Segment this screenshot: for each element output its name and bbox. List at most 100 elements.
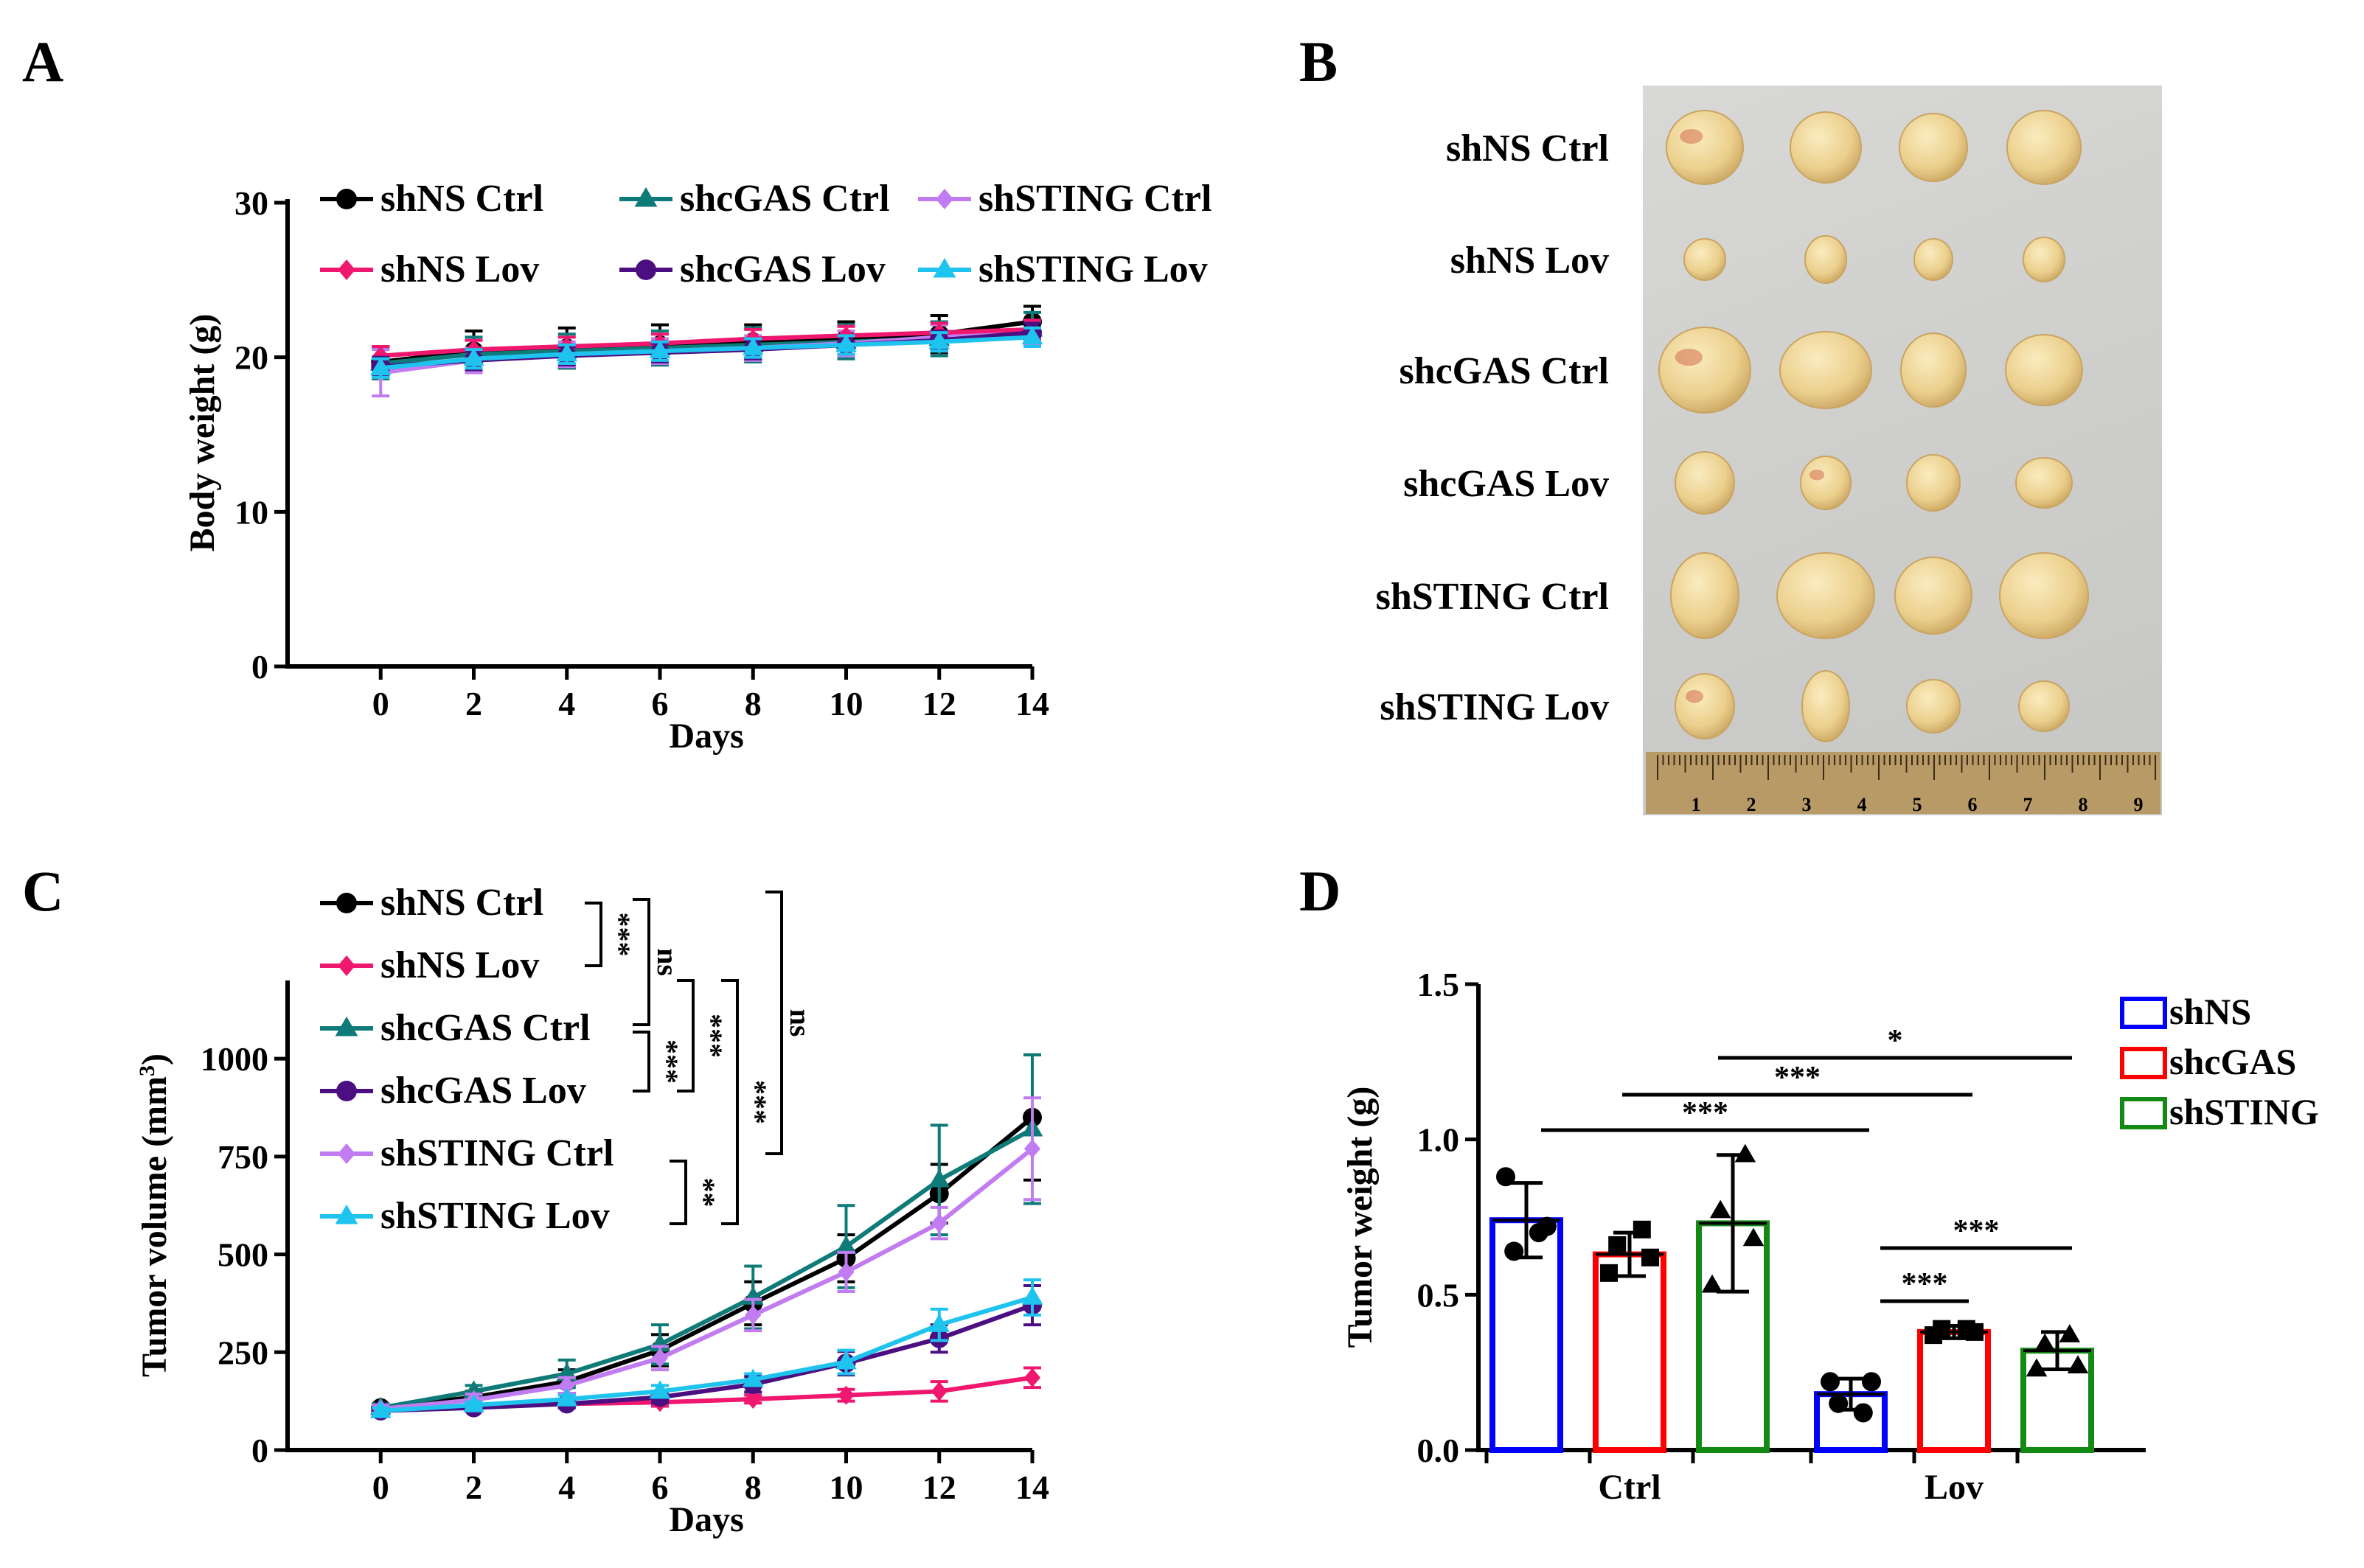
- data-point-shcgas-ctrl: [928, 1168, 950, 1188]
- y-tick-label: 500: [218, 1236, 268, 1274]
- data-point-shsting-lov: [463, 1394, 484, 1412]
- data-point: [1829, 1393, 1849, 1413]
- ruler-number: 2: [1747, 794, 1756, 815]
- ruler: 1 2 3 4 5 6 7 8 9: [1646, 752, 2160, 815]
- legend-entry-shcgas-lov: shcGAS Lov: [619, 248, 886, 290]
- series-line-shsting-ctrl: [380, 1146, 1034, 1412]
- comparison-label: ***: [1774, 1061, 1821, 1095]
- tumor-blood-spot: [1809, 470, 1825, 481]
- data-point-shsting-lov: [742, 337, 764, 355]
- x-tick-label: 14: [1015, 685, 1049, 722]
- data-point-shcgas-ctrl: [835, 1236, 857, 1254]
- comparison-line: *: [1718, 1024, 2072, 1060]
- ruler-body: [1646, 752, 2160, 814]
- ruler-number: 1: [1692, 794, 1701, 815]
- x-axis-title: Days: [669, 1500, 743, 1539]
- x-category-label: Lov: [1925, 1468, 1984, 1507]
- data-point-shsting-ctrl: [651, 1348, 669, 1368]
- x-tick-label: 12: [922, 685, 956, 722]
- legend-label: shNS Ctrl: [380, 882, 543, 924]
- legend-marker: [634, 187, 658, 207]
- legend-label-shsting: shSTING: [2169, 1091, 2319, 1132]
- legend-marker: [338, 955, 355, 976]
- legend-marker: [336, 893, 357, 913]
- data-point-shsting-lov: [1021, 1286, 1043, 1305]
- significance-bracket: ns: [765, 891, 817, 1155]
- tumor-specimen: [1899, 113, 1968, 182]
- series-line-shns-ctrl: [380, 1115, 1034, 1410]
- tumor-specimen: [1658, 327, 1751, 414]
- y-tick-label: 250: [218, 1334, 268, 1371]
- data-point-shsting-lov: [369, 1399, 392, 1418]
- legend-entry-shns-ctrl: shNS Ctrl: [320, 882, 543, 924]
- legend-marker: [936, 189, 953, 209]
- tumor-specimen: [2018, 680, 2070, 732]
- series-line-shcgas-lov: [380, 1303, 1034, 1413]
- data-point-shns-lov: [1023, 1367, 1041, 1387]
- data-point: [1504, 1241, 1524, 1261]
- significance-label: ***: [603, 913, 636, 957]
- ruler-number: 5: [1913, 794, 1922, 815]
- bar-shsting-ctrl: [1691, 1143, 1770, 1463]
- legend-entry-shns-lov: shNS Lov: [320, 944, 539, 986]
- panel-label-d: D: [1299, 859, 1341, 923]
- tumor-specimen: [1906, 454, 1961, 512]
- bar-shns-ctrl: [1484, 1167, 1563, 1463]
- ruler-number: 6: [1968, 794, 1978, 815]
- tumor-specimen: [1670, 552, 1739, 639]
- data-point: [1529, 1223, 1548, 1243]
- bar-shsting-lov: [2015, 1324, 2094, 1463]
- data-point-shsting-lov: [835, 333, 857, 352]
- x-category-label: Ctrl: [1598, 1468, 1661, 1507]
- legend-label: shSTING Ctrl: [380, 1132, 613, 1174]
- x-tick-label: 10: [830, 685, 863, 722]
- tumor-specimen: [1804, 235, 1847, 284]
- ruler-number: 4: [1857, 794, 1867, 815]
- panel-c-tumor-volume-chart: 0 2 4 6 8 10 12 14 0 250 500 750 1000 Days Tumor volum…: [135, 882, 1050, 1539]
- x-axis-title: Days: [669, 717, 743, 756]
- bracket-line: [721, 979, 739, 1225]
- photo-row-label: shcGAS Ctrl: [1399, 350, 1609, 392]
- ruler-number: 3: [1802, 794, 1812, 815]
- legend-entry-shns-lov: shNS Lov: [320, 248, 539, 290]
- y-tick-label: 20: [234, 339, 268, 377]
- data-point: [1608, 1236, 1627, 1254]
- data-point: [2034, 1333, 2056, 1352]
- legend-label: shSTING Lov: [380, 1195, 610, 1237]
- photo-row-label: shcGAS Lov: [1403, 463, 1609, 505]
- tumor-specimen: [2015, 457, 2073, 509]
- significance-label: ns: [784, 1009, 817, 1037]
- panel-label-a: A: [22, 29, 63, 94]
- series-line-shcgas-ctrl: [380, 1127, 1034, 1410]
- data-point: [1633, 1220, 1651, 1238]
- significance-label: ***: [740, 1080, 773, 1124]
- bar-rect: [1593, 1251, 1666, 1454]
- bar-rect: [1917, 1328, 1991, 1453]
- y-tick-label: 1.5: [1417, 966, 1460, 1003]
- comparison-label: ***: [1682, 1096, 1728, 1130]
- comparison-label: *: [1888, 1024, 1903, 1058]
- comparison-label: ***: [1953, 1214, 2000, 1248]
- series-line-shsting-lov: [380, 1295, 1033, 1413]
- y-tick-label: 10: [234, 493, 268, 531]
- bracket-line: [585, 902, 602, 967]
- data-point-shsting-lov: [742, 1368, 764, 1387]
- photo-row-label: shNS Ctrl: [1446, 128, 1609, 170]
- panel-label-c: C: [22, 859, 63, 923]
- legend-label: shNS Lov: [380, 944, 539, 986]
- legend-label-shns: shNS: [2169, 991, 2251, 1032]
- tumor-specimen: [1900, 332, 1967, 408]
- ruler-number: 9: [2134, 794, 2144, 815]
- tumor-specimen: [1906, 679, 1961, 734]
- data-point: [1933, 1320, 1951, 1338]
- significance-bracket: ***: [721, 979, 773, 1225]
- legend-entry-shsting-lov: shSTING Lov: [918, 248, 1208, 290]
- y-axis-title: Tumor volume (mm3): [135, 1053, 175, 1377]
- data-point: [1701, 1274, 1723, 1293]
- legend-label: shcGAS Ctrl: [380, 1007, 591, 1049]
- tumor-specimen: [1683, 238, 1726, 281]
- legend-label: shcGAS Lov: [380, 1070, 586, 1112]
- series-line-shsting-lov: [380, 335, 1033, 371]
- data-point: [1709, 1199, 1731, 1219]
